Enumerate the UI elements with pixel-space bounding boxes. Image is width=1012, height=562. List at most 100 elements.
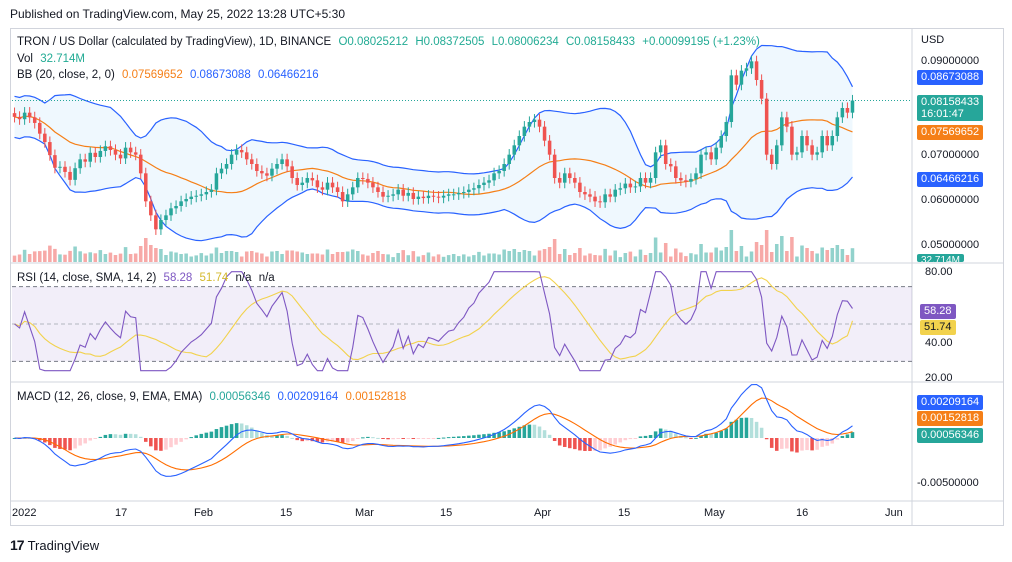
macd-histogram-bar [578,438,582,451]
candle-body [780,117,784,146]
macd-histogram-bar [209,431,214,438]
candle-body [224,164,229,169]
rsi-label[interactable]: RSI (14, close, SMA, 14, 2) [17,272,157,284]
candle-body [699,154,703,174]
time-tick-1: 17 [115,507,128,519]
volume-bar [224,251,229,262]
macd-histogram-bar [335,438,340,442]
macd-histogram-bar [482,434,486,438]
macd-histogram-bar [426,438,431,439]
candle-body [229,154,234,164]
macd-histogram-bar [431,438,436,439]
volume-bar [613,250,617,262]
time-tick-8: May [704,507,725,519]
macd-histogram-bar [583,438,587,451]
volume-bar [108,252,113,262]
candle-body [527,122,532,127]
candle-body [73,168,77,180]
symbol-title[interactable]: TRON / US Dollar (calculated by TradingV… [17,36,332,48]
macd-histogram-bar [542,430,547,438]
close-price-tag: 0.08158433 16:01:47 [917,95,984,121]
candle-body [386,195,390,197]
macd-line [14,383,853,477]
candle-body [436,196,441,198]
price-tick-2: 0.06000000 [921,194,980,206]
volume-bar [744,256,749,262]
candle-body [633,186,638,188]
bb-upper-tag: 0.08673088 [917,70,984,85]
candle-body [391,194,395,196]
bb-upper-value: 0.08673088 [189,69,251,81]
currency-label[interactable]: USD [921,34,945,46]
macd-histogram-bar [840,435,845,438]
volume-bar [699,244,703,262]
volume-bar [734,251,739,262]
macd-histogram-bar [764,438,769,440]
candle-body [396,189,400,195]
candle-body [653,152,658,178]
candle-body [684,180,688,182]
candle-body [578,182,582,192]
macd-histogram-bar [260,432,264,438]
macd-histogram-bar [527,424,532,438]
volume-bar [255,252,259,262]
volume-bar [280,254,284,262]
bb-lower-value: 0.06466216 [257,69,319,81]
candle-body [411,192,416,199]
candle-body [68,171,72,180]
volume-bar [795,256,799,262]
candle-body [280,159,284,164]
macd-histogram-bar [275,435,279,438]
macd-line-tag: 0.00209164 [917,395,984,410]
volume-bar [790,237,794,262]
volume-bar [290,250,294,262]
macd-histogram-bar [103,434,108,438]
volume-label[interactable]: Vol [17,53,33,65]
volume-bar [689,253,693,262]
volume-bar [27,254,32,262]
candle-body [795,152,799,155]
candle-body [58,166,62,168]
tradingview-logo[interactable]: 17 TradingView [10,537,99,553]
volume-bar [244,251,249,262]
volume-bar [598,255,602,262]
macd-histogram-bar [446,437,451,439]
volume-bar [58,254,62,262]
volume-bar [113,255,118,262]
volume-bar [815,253,819,262]
volume-bar [78,251,82,262]
volume-bar [310,253,315,262]
volume-bar [800,245,804,262]
volume-bar [714,247,718,262]
volume-bar [345,251,350,262]
volume-bar [850,248,855,262]
volume-bar [396,253,400,262]
candle-body [406,192,411,196]
volume-bar [431,256,436,262]
macd-histogram-bar [749,417,754,438]
rsi-value: 58.28 [163,272,193,284]
candle-body [83,159,87,162]
volume-bar [512,249,517,262]
volume-bar [502,249,506,262]
macd-label[interactable]: MACD (12, 26, close, 9, EMA, EMA) [17,391,203,403]
volume-bar [643,255,648,262]
volume-bar [552,239,557,262]
candle-body [350,187,355,195]
candle-body [426,195,431,199]
macd-histogram-bar [754,421,759,438]
candle-body [739,70,744,85]
rsi-tick-80: 80.00 [925,266,953,278]
candle-body [593,196,597,202]
bb-label[interactable]: BB (20, close, 2, 0) [17,69,115,81]
macd-histogram-bar [734,419,739,438]
candle-body [603,194,607,203]
volume-bar [83,253,87,262]
candle-body [820,136,824,153]
candle-body [184,199,188,202]
volume-bar [426,252,431,262]
rsi-tag: 58.28 [920,304,956,319]
candle-body [482,182,486,185]
candle-body [568,173,572,178]
